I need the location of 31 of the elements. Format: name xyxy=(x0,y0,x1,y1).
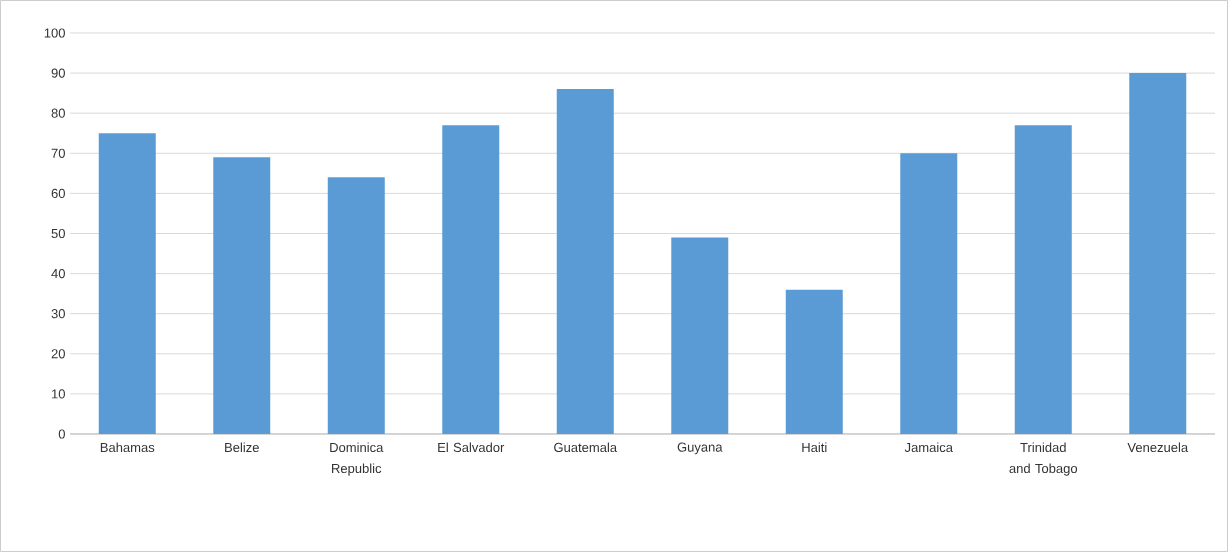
bar xyxy=(1014,125,1072,434)
bar xyxy=(671,237,729,434)
y-tick-label: 30 xyxy=(51,309,65,319)
x-tick-label: Venezuela xyxy=(1127,442,1189,453)
y-tick-label: 10 xyxy=(52,389,65,399)
y-tick-label: 70 xyxy=(51,148,65,158)
y-tick-label: 0 xyxy=(58,429,65,439)
x-tick-label: Belize xyxy=(225,442,259,453)
x-tick-label: Dominica Republic xyxy=(330,442,384,476)
y-tick-label: 90 xyxy=(51,68,65,78)
bar xyxy=(1129,73,1187,434)
bar xyxy=(213,157,271,434)
x-tick-label: El Salvador xyxy=(438,442,505,453)
x-tick-label: Guyana xyxy=(677,442,723,455)
x-tick-label: Haiti xyxy=(802,442,827,453)
x-tick-label: Trinidad and Tobago xyxy=(1009,442,1078,476)
bar xyxy=(556,89,614,434)
bar xyxy=(900,153,958,434)
bar xyxy=(98,133,156,434)
bar xyxy=(785,289,843,434)
y-tick-label: 40 xyxy=(51,268,65,279)
y-tick-label: 80 xyxy=(51,108,65,118)
y-tick-label: 60 xyxy=(51,188,65,198)
bar xyxy=(327,177,385,434)
bar xyxy=(442,125,500,434)
x-tick-label: Bahamas xyxy=(100,442,155,453)
y-tick-label: 50 xyxy=(51,228,65,239)
x-tick-label: Guatemala xyxy=(554,442,618,453)
y-tick-label: 100 xyxy=(44,28,65,38)
x-tick-label: Jamaica xyxy=(904,442,953,453)
y-tick-label: 20 xyxy=(51,349,65,359)
